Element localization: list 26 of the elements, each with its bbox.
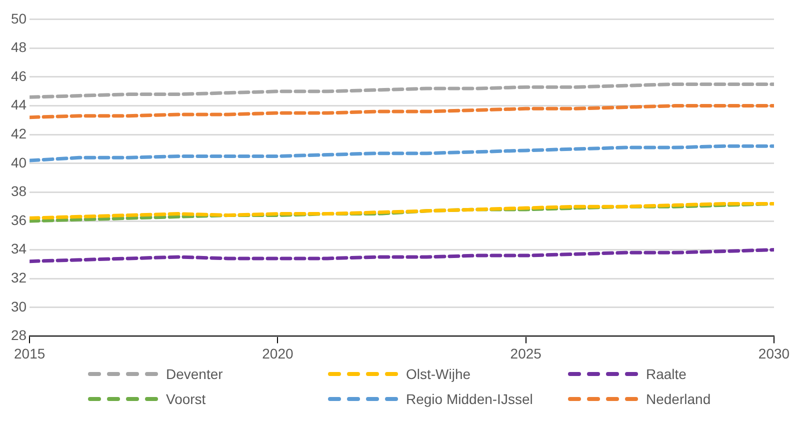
y-tick-label: 34 [10,240,27,257]
y-tick-label: 46 [10,68,27,84]
y-tick-label: 50 [10,10,27,26]
y-tick-label: 30 [10,298,27,314]
legend-label: Deventer [166,366,223,382]
y-tick-label: 38 [10,183,27,200]
y-tick-label: 42 [10,125,27,142]
legend-label: Raalte [646,366,686,382]
line-series [30,248,774,264]
y-tick-label: 40 [10,154,27,170]
line-series [30,104,774,120]
legend-label: Nederland [646,391,711,407]
legend-label: Regio Midden-IJssel [406,391,533,407]
line-series [30,144,774,162]
y-tick-label: 44 [10,96,27,113]
x-tick-label: 2015 [14,345,46,362]
y-tick-label: 32 [10,269,27,286]
line-series [30,82,774,99]
y-tick-label: 36 [10,212,27,228]
legend-label: Olst-Wijhe [406,366,471,382]
legend-label: Voorst [166,391,206,407]
y-tick-label: 48 [10,39,27,56]
x-tick-label: 2020 [262,345,294,362]
x-tick-label: 2025 [510,345,542,362]
x-tick-label: 2030 [758,345,790,362]
y-tick-label: 28 [10,327,27,344]
